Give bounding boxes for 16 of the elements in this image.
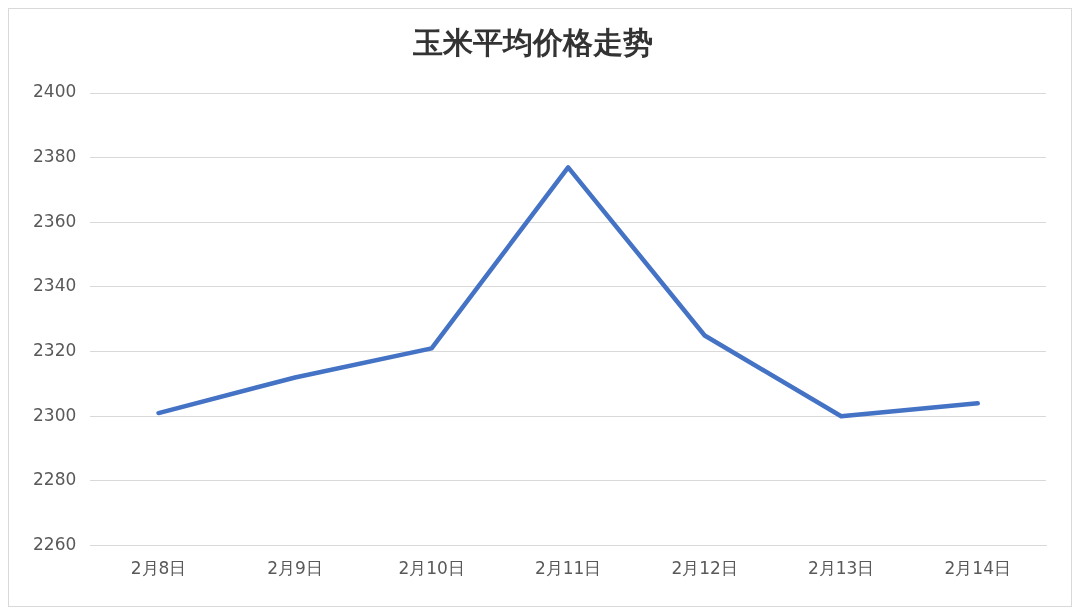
chart-title: 玉米平均价格走势 bbox=[411, 24, 653, 60]
x-tick-label: 2月10日 bbox=[398, 558, 465, 579]
y-tick-label: 2380 bbox=[33, 146, 77, 167]
y-tick-label: 2320 bbox=[33, 340, 77, 361]
x-tick-label: 2月14日 bbox=[944, 558, 1011, 579]
y-tick-label: 2300 bbox=[33, 404, 77, 425]
y-tick-label: 2340 bbox=[33, 275, 77, 296]
y-tick-label: 2400 bbox=[33, 81, 77, 102]
x-tick-label: 2月9日 bbox=[267, 558, 323, 579]
y-tick-label: 2260 bbox=[33, 534, 77, 555]
x-tick-label: 2月11日 bbox=[534, 558, 602, 579]
x-tick-label: 2月12日 bbox=[671, 558, 738, 579]
y-tick-label: 2280 bbox=[33, 469, 77, 490]
y-tick-label: 2360 bbox=[33, 210, 77, 231]
x-tick-label: 2月8日 bbox=[130, 558, 187, 579]
x-tick-label: 2月13日 bbox=[807, 558, 875, 579]
